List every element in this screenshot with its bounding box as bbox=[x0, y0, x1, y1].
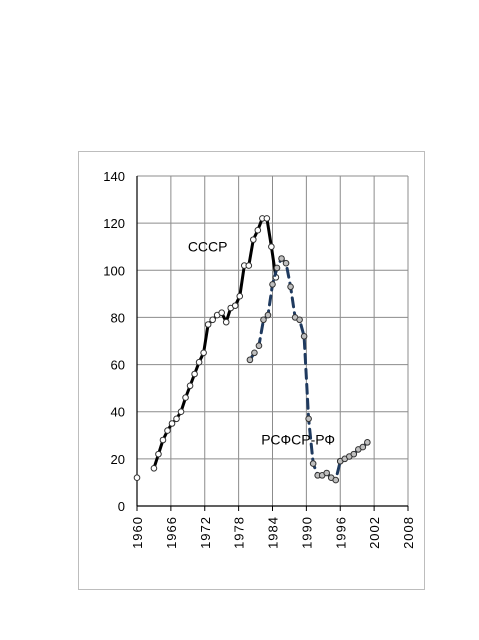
chart-frame: 0 20 40 60 80 100 120 140 1960 1966 1972 1978 1984 19… bbox=[78, 151, 425, 590]
data-point-ussr bbox=[204, 321, 212, 328]
data-point-rsfsr-rf bbox=[305, 415, 312, 423]
data-point-ussr bbox=[254, 226, 262, 234]
y-tick-label: 140 bbox=[103, 169, 125, 184]
data-point-ussr bbox=[268, 243, 275, 251]
data-point-ussr bbox=[218, 309, 225, 317]
y-tick-label: 20 bbox=[111, 452, 125, 467]
data-point-ussr bbox=[177, 408, 185, 416]
x-tick-label: 1984 bbox=[266, 516, 281, 549]
x-tick-label: 2008 bbox=[401, 516, 416, 549]
data-point-rsfsr-rf bbox=[323, 469, 330, 477]
labels: СССР РСФСР-РФ bbox=[188, 238, 335, 447]
data-point-ussr bbox=[159, 436, 167, 444]
series bbox=[133, 215, 371, 484]
y-tick-label: 120 bbox=[103, 216, 125, 231]
data-point-rsfsr-rf bbox=[264, 311, 272, 319]
data-point-ussr bbox=[133, 474, 141, 482]
data-point-ussr bbox=[231, 302, 239, 309]
y-tick-label: 0 bbox=[118, 499, 125, 514]
x-tick-label: 1972 bbox=[198, 516, 213, 549]
data-point-ussr bbox=[250, 236, 257, 243]
data-point-rsfsr-rf bbox=[309, 460, 317, 467]
data-point-rsfsr-rf bbox=[287, 283, 294, 291]
data-point-ussr bbox=[186, 382, 194, 390]
data-point-ussr bbox=[155, 450, 162, 458]
data-point-ussr bbox=[263, 215, 271, 222]
data-point-ussr bbox=[182, 394, 189, 401]
data-point-rsfsr-rf bbox=[260, 316, 267, 324]
data-point-rsfsr-rf bbox=[255, 342, 263, 350]
data-point-rsfsr-rf bbox=[251, 349, 258, 357]
data-point-ussr bbox=[209, 316, 216, 324]
x-tick-label: 1960 bbox=[130, 516, 145, 549]
data-point-rsfsr-rf bbox=[273, 264, 281, 272]
data-point-rsfsr-rf bbox=[278, 255, 285, 262]
data-point-rsfsr-rf bbox=[296, 316, 303, 324]
annotation-ussr: СССР bbox=[188, 238, 228, 254]
data-point-rsfsr-rf bbox=[246, 356, 254, 364]
y-tick-label: 60 bbox=[111, 358, 125, 373]
data-point-ussr bbox=[173, 415, 180, 423]
data-point-rsfsr-rf bbox=[282, 259, 290, 267]
data-point-rsfsr-rf bbox=[350, 450, 358, 458]
axes: 0 20 40 60 80 100 120 140 1960 1966 1972 1978 1984 19… bbox=[103, 169, 416, 549]
y-tick-label: 80 bbox=[111, 310, 125, 325]
line-chart: 0 20 40 60 80 100 120 140 1960 1966 1972 1978 1984 19… bbox=[103, 169, 416, 549]
annotation-rsfsr-rf: РСФСР-РФ bbox=[261, 432, 335, 448]
data-point-ussr bbox=[222, 318, 230, 326]
y-tick-label: 40 bbox=[111, 405, 125, 420]
data-point-ussr bbox=[191, 370, 198, 378]
x-tick-label: 1990 bbox=[299, 516, 314, 549]
data-point-ussr bbox=[168, 420, 176, 427]
data-point-ussr bbox=[164, 427, 171, 434]
data-point-ussr bbox=[236, 292, 244, 300]
data-point-ussr bbox=[245, 262, 253, 269]
series-rsfsr-rf bbox=[246, 255, 371, 484]
y-tick-label: 100 bbox=[103, 263, 125, 278]
x-tick-label: 1996 bbox=[333, 516, 348, 549]
data-point-rsfsr-rf bbox=[359, 443, 367, 451]
x-tick-label: 1978 bbox=[232, 516, 247, 549]
grid bbox=[136, 175, 409, 507]
data-point-ussr bbox=[150, 464, 158, 472]
x-tick-label: 2002 bbox=[367, 516, 382, 549]
data-point-rsfsr-rf bbox=[332, 476, 340, 484]
data-point-ussr bbox=[200, 349, 207, 357]
data-point-rsfsr-rf bbox=[269, 281, 276, 288]
data-point-rsfsr-rf bbox=[364, 439, 371, 446]
data-point-rsfsr-rf bbox=[300, 332, 308, 340]
data-point-ussr bbox=[195, 358, 203, 366]
series-ussr bbox=[133, 215, 280, 482]
x-tick-label: 1966 bbox=[164, 516, 179, 549]
